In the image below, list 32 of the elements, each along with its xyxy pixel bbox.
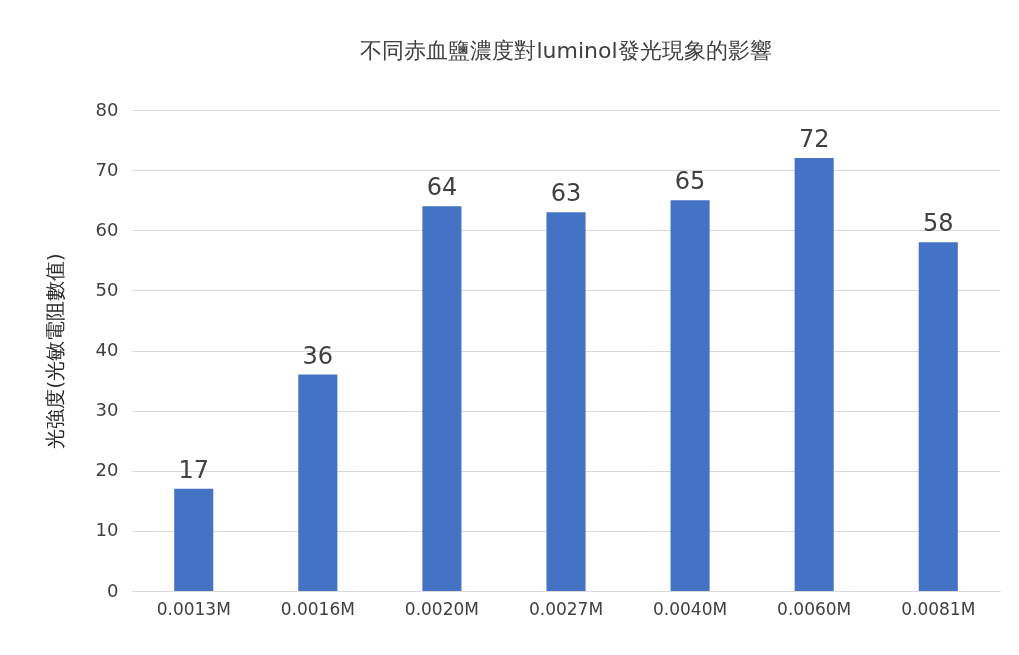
data-label: 72 bbox=[798, 125, 830, 154]
y-tick-label: 70 bbox=[95, 158, 119, 180]
data-label: 63 bbox=[550, 179, 582, 208]
x-tick-label: 0.0040M bbox=[653, 598, 728, 619]
data-label: 36 bbox=[302, 341, 334, 370]
bar bbox=[794, 158, 834, 591]
bar bbox=[422, 206, 462, 591]
data-label: 64 bbox=[426, 173, 458, 202]
x-tick-label: 0.0020M bbox=[404, 598, 479, 619]
x-tick-label: 0.0081M bbox=[901, 598, 976, 619]
x-tick-label: 0.0013M bbox=[156, 598, 231, 619]
y-tick-label: 30 bbox=[95, 399, 119, 421]
y-tick-label: 60 bbox=[95, 218, 119, 240]
bar bbox=[918, 242, 958, 591]
x-tick-label: 0.0060M bbox=[777, 598, 852, 619]
data-label: 58 bbox=[922, 209, 954, 238]
y-tick-label: 0 bbox=[107, 579, 119, 601]
y-axis-title: 光強度(光敏電阻數值) bbox=[42, 253, 67, 449]
x-tick-label: 0.0027M bbox=[528, 598, 604, 619]
y-tick-label: 80 bbox=[95, 98, 119, 120]
bar bbox=[670, 200, 710, 591]
y-tick-label: 10 bbox=[95, 519, 119, 541]
data-label: 65 bbox=[674, 167, 706, 196]
data-label: 17 bbox=[178, 455, 210, 484]
x-tick-label: 0.0016M bbox=[280, 598, 355, 619]
bar bbox=[298, 374, 338, 591]
y-tick-label: 20 bbox=[95, 459, 119, 481]
bar bbox=[546, 212, 586, 591]
chart-title: 不同赤血鹽濃度對luminol發光現象的影響 bbox=[360, 38, 772, 63]
y-tick-label: 50 bbox=[95, 278, 119, 300]
y-tick-label: 40 bbox=[95, 339, 119, 360]
bar bbox=[174, 488, 214, 591]
